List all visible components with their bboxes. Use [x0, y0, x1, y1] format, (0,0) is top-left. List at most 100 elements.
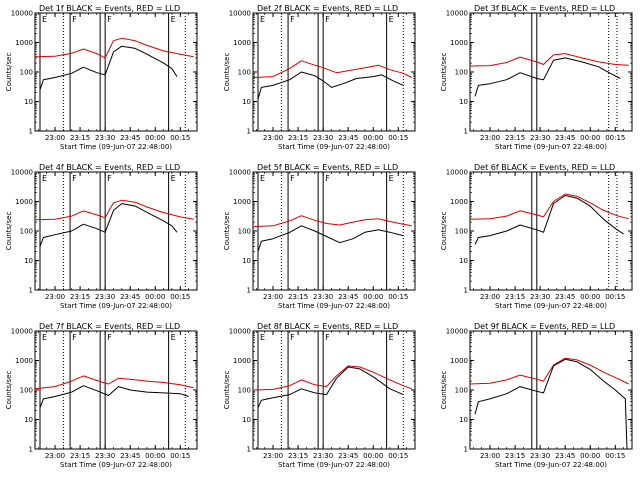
x-tick-label: 00:15 — [605, 452, 625, 460]
series-line-lld — [34, 37, 194, 59]
x-tick-label: 23:15 — [505, 293, 525, 301]
x-tick-label: 23:15 — [505, 452, 525, 460]
x-tick-label: 23:00 — [263, 293, 283, 301]
x-tick-label: 23:45 — [120, 452, 140, 460]
time-marker-label: E — [42, 174, 47, 183]
series-line-events — [474, 358, 628, 450]
y-tick-label: 10000 — [446, 328, 468, 336]
x-tick-label: 00:00 — [580, 134, 600, 142]
x-tick-label: 23:30 — [313, 452, 333, 460]
x-tick-label: 23:30 — [530, 134, 550, 142]
panel-det-8: Det 8f BLACK = Events, RED = LLD 1 10 100 10… — [223, 322, 416, 469]
x-axis-label: Start Time (09-Jun-07 22:48:00) — [60, 302, 172, 310]
x-tick-label: 23:15 — [70, 452, 90, 460]
series-line-lld — [252, 60, 412, 78]
x-tick-label: 23:15 — [288, 452, 308, 460]
y-tick-label: 1000 — [450, 39, 468, 47]
time-marker-label: E — [389, 333, 394, 342]
x-tick-label: 00:15 — [170, 134, 190, 142]
x-tick-label: 23:00 — [480, 452, 500, 460]
x-tick-label: 23:45 — [555, 452, 575, 460]
series-line-lld — [252, 215, 412, 228]
x-axis-label: Start Time (09-Jun-07 22:48:00) — [60, 461, 172, 469]
x-tick-label: 00:15 — [170, 452, 190, 460]
y-tick-label: 10000 — [229, 169, 251, 177]
y-tick-label: 10 — [24, 416, 33, 424]
x-tick-label: 00:00 — [580, 452, 600, 460]
x-tick-label: 23:30 — [313, 134, 333, 142]
x-tick-label: 00:00 — [145, 293, 165, 301]
y-tick-label: 10 — [242, 257, 251, 265]
x-tick-label: 23:30 — [95, 293, 115, 301]
x-tick-label: 23:45 — [338, 134, 358, 142]
panel-title: Det 4f BLACK = Events, RED = LLD — [39, 163, 180, 172]
y-tick-label: 10 — [242, 98, 251, 106]
y-axis-label: Counts/sec — [5, 212, 13, 251]
y-tick-label: 1000 — [15, 198, 33, 206]
panel-det-6: Det 6f BLACK = Events, RED = LLD 1 10 100 10… — [440, 163, 633, 310]
x-tick-label: 23:15 — [70, 293, 90, 301]
y-tick-label: 100 — [20, 228, 33, 236]
x-axis-label: Start Time (09-Jun-07 22:48:00) — [495, 143, 607, 151]
y-tick-label: 1 — [29, 446, 33, 454]
y-tick-label: 10000 — [229, 328, 251, 336]
panel-det-1: Det 1f BLACK = Events, RED = LLD 1 10 100 10… — [5, 4, 198, 151]
time-marker-label: E — [171, 15, 176, 24]
y-tick-label: 1 — [464, 128, 468, 136]
y-tick-label: 10 — [24, 257, 33, 265]
y-tick-label: 1 — [464, 446, 468, 454]
panel-title: Det 9f BLACK = Events, RED = LLD — [474, 322, 615, 331]
x-tick-label: 23:45 — [338, 452, 358, 460]
y-tick-label: 1 — [29, 287, 33, 295]
series-line-lld — [252, 365, 412, 391]
time-marker-label: E — [171, 174, 176, 183]
y-axis-label: Counts/sec — [440, 371, 448, 410]
series-line-lld — [469, 53, 629, 67]
series-line-events — [39, 203, 178, 247]
x-tick-label: 00:00 — [363, 134, 383, 142]
y-tick-label: 1 — [247, 446, 251, 454]
panel-det-4: Det 4f BLACK = Events, RED = LLD 1 10 100 10… — [5, 163, 198, 310]
y-tick-label: 10 — [459, 416, 468, 424]
time-marker-label: E — [260, 15, 265, 24]
y-tick-label: 100 — [455, 387, 468, 395]
series-line-lld — [469, 357, 629, 385]
y-tick-label: 10000 — [229, 10, 251, 18]
panel-title: Det 8f BLACK = Events, RED = LLD — [257, 322, 398, 331]
y-tick-label: 1000 — [233, 39, 251, 47]
time-marker-label: E — [42, 15, 47, 24]
y-tick-label: 10000 — [446, 169, 468, 177]
x-tick-label: 00:00 — [363, 452, 383, 460]
x-tick-label: 23:30 — [313, 293, 333, 301]
x-tick-label: 00:15 — [170, 293, 190, 301]
time-marker-label: F — [107, 174, 112, 183]
x-axis-label: Start Time (09-Jun-07 22:48:00) — [278, 143, 390, 151]
x-tick-label: 23:15 — [288, 134, 308, 142]
y-tick-label: 10000 — [11, 169, 33, 177]
x-tick-label: 23:00 — [45, 452, 65, 460]
x-tick-label: 23:30 — [530, 452, 550, 460]
series-line-events — [474, 195, 624, 245]
x-axis-label: Start Time (09-Jun-07 22:48:00) — [278, 302, 390, 310]
x-tick-label: 00:00 — [580, 293, 600, 301]
y-tick-label: 10000 — [11, 10, 33, 18]
x-tick-label: 23:00 — [45, 134, 65, 142]
series-line-events — [39, 385, 189, 408]
y-axis-label: Counts/sec — [5, 53, 13, 92]
series-line-events — [39, 45, 178, 90]
y-tick-label: 1000 — [15, 39, 33, 47]
x-tick-label: 00:15 — [388, 293, 408, 301]
time-marker-label: F — [290, 333, 295, 342]
series-line-events — [474, 57, 621, 97]
y-tick-label: 1 — [464, 287, 468, 295]
x-tick-label: 23:45 — [120, 134, 140, 142]
y-tick-label: 10 — [459, 98, 468, 106]
x-tick-label: 23:30 — [95, 134, 115, 142]
x-tick-label: 23:00 — [45, 293, 65, 301]
panel-title: Det 7f BLACK = Events, RED = LLD — [39, 322, 180, 331]
y-tick-label: 1 — [29, 128, 33, 136]
time-marker-label: F — [325, 333, 330, 342]
time-marker-label: E — [42, 333, 47, 342]
